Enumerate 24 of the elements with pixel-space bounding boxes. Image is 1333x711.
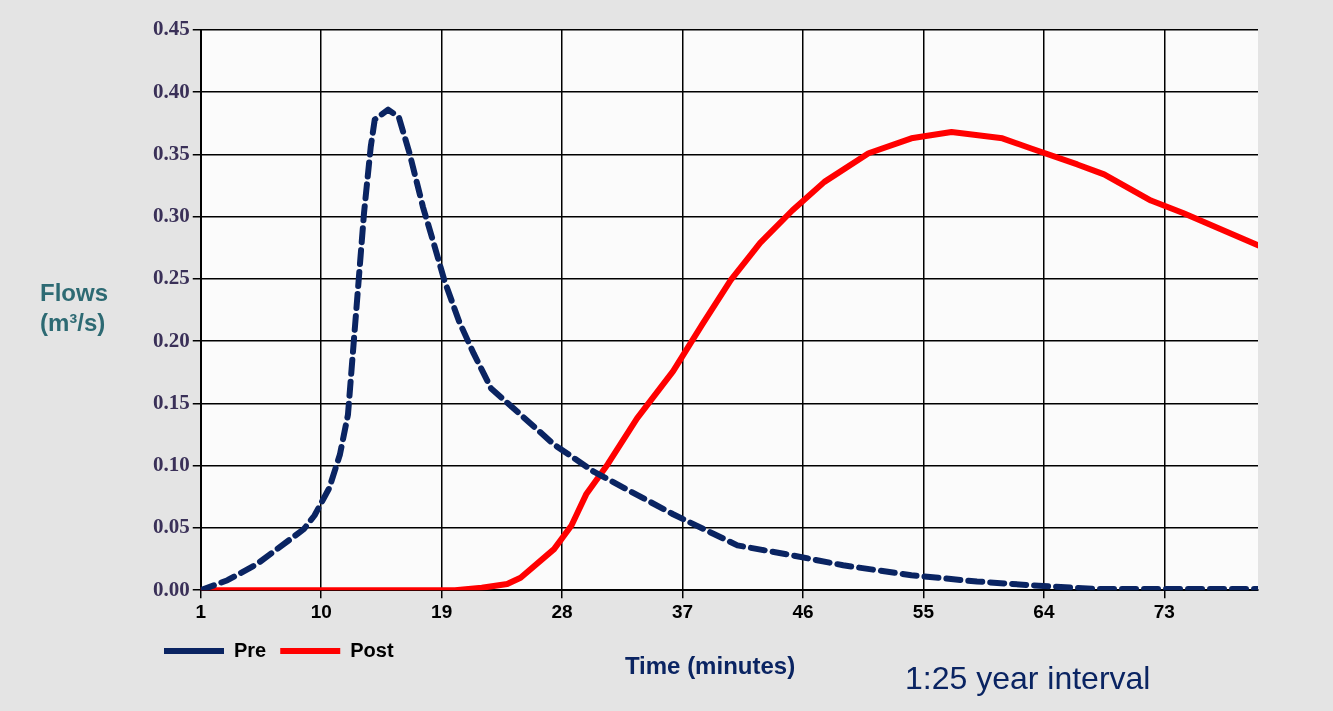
y-tick-label: 0.40 xyxy=(153,78,190,103)
y-tick-label: 0.05 xyxy=(153,514,190,539)
y-tick-label: 0.10 xyxy=(153,452,190,477)
y-axis-title: Flows (m³/s) xyxy=(40,278,109,338)
text: 1:25 year interval xyxy=(905,660,1151,697)
y-tick-label: 0.35 xyxy=(153,140,190,165)
x-tick-label: 46 xyxy=(792,600,814,622)
y-tick-label: 0.25 xyxy=(153,265,190,290)
x-tick-label: 73 xyxy=(1153,600,1175,622)
y-tick-label: 0.15 xyxy=(153,389,190,414)
x-tick-label: 37 xyxy=(671,600,694,622)
legend-label: Post xyxy=(350,638,394,661)
y-tick-label: 0.20 xyxy=(153,327,190,352)
y-tick-label: 0.30 xyxy=(153,203,190,228)
x-axis-title: Time (minutes) xyxy=(623,652,797,680)
y-tick-label: 0.45 xyxy=(153,16,190,41)
x-tick-label: 10 xyxy=(310,600,332,622)
x-tick-label: 1 xyxy=(195,600,207,622)
x-tick-label: 64 xyxy=(1033,600,1055,622)
x-tick-label: 28 xyxy=(551,600,573,622)
y-tick-label: 0.00 xyxy=(153,576,190,601)
x-tick-label: 55 xyxy=(912,600,935,622)
legend-label: Pre xyxy=(234,638,267,661)
x-tick-label: 19 xyxy=(431,600,453,622)
